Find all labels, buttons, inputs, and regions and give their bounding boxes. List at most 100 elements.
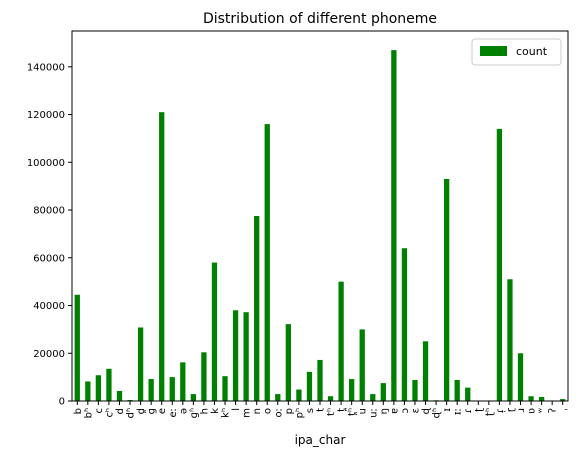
bar (74, 294, 80, 401)
y-tick-label: 20000 (33, 349, 65, 360)
bar (211, 262, 218, 401)
x-tick-label: ɪ (442, 408, 453, 412)
x-tick-label: ʈ (474, 408, 485, 412)
bars-group (74, 50, 566, 401)
bar (201, 352, 207, 401)
x-tick-label: ɔ (400, 408, 411, 414)
x-tick-label: ɾ (463, 408, 474, 413)
x-tick-label: ɪː (453, 408, 464, 415)
bar (444, 179, 450, 401)
bar (180, 362, 186, 401)
x-tick-label: bʱ (83, 408, 94, 418)
y-axis: 0 20000 40000 60000 80000 100000 120000 140000 (27, 62, 72, 408)
x-tick-label: t̪ʰ (347, 408, 358, 416)
x-tick-label: ɾ̩ (495, 408, 506, 413)
y-tick-label: 140000 (27, 62, 65, 73)
x-tick-label: d (115, 408, 126, 414)
x-tick-label: b (73, 408, 84, 414)
x-tick-label: oː (273, 408, 284, 418)
y-tick-label: 100000 (27, 158, 65, 169)
legend-label: count (516, 45, 548, 58)
x-tick-label: ə (178, 408, 189, 414)
x-tick-label: p (284, 408, 295, 414)
x-tick-label: ʔ (548, 408, 559, 413)
bar (85, 381, 91, 401)
bar (380, 383, 386, 401)
bar (560, 399, 566, 401)
x-tick-label: ŋ (379, 408, 390, 414)
x-tick-label: l (231, 408, 242, 411)
bar (222, 376, 228, 401)
bar (106, 368, 112, 401)
x-tick-label: ʈʰ (484, 408, 495, 416)
x-tick-label: t̪ (337, 408, 348, 412)
x-tick-label: eː (168, 408, 179, 418)
plot-frame (71, 30, 569, 402)
x-tick-label: h (199, 408, 210, 414)
x-tick-label: ɡ (147, 408, 158, 414)
bar (454, 379, 460, 401)
bar (285, 324, 291, 401)
x-tick-label: ʷ (537, 408, 548, 413)
bar (370, 394, 376, 401)
legend-swatch (480, 46, 507, 56)
x-tick-label: ʋ (527, 408, 538, 414)
y-tick-label: 80000 (33, 206, 65, 217)
bar (391, 50, 397, 401)
x-tick-label: ɹ (516, 408, 527, 412)
bar (412, 379, 418, 401)
x-axis: b bʱ c cʰ d dʱ d̪ ɡ e eː ə ɡʱ h k kʰ l m n o oː p pʰ s t tʰ t̪ t̪ʰ… (73, 401, 569, 418)
bar (243, 312, 249, 401)
x-tick-label: cʰ (104, 408, 115, 418)
bar (306, 371, 313, 401)
x-tick-label: d̪ (136, 408, 147, 414)
x-tick-label: s (305, 408, 316, 413)
legend-box (471, 38, 562, 66)
bar (327, 396, 334, 401)
bar (422, 341, 429, 401)
bar (169, 377, 175, 401)
legend: count (471, 38, 562, 66)
x-tick-label: ˌ (558, 408, 569, 411)
bar (349, 379, 355, 401)
bar (538, 396, 545, 401)
x-tick-label: tʰ (326, 408, 337, 416)
y-tick-label: 120000 (27, 110, 65, 121)
bar (148, 379, 154, 401)
x-tick-label: ɖ (421, 407, 432, 414)
x-tick-label: ɛ (410, 408, 421, 413)
bar (507, 279, 513, 401)
x-tick-label: u (358, 408, 369, 414)
bar (254, 216, 260, 401)
y-tick-label: 60000 (33, 253, 65, 264)
bar (401, 248, 408, 401)
x-tick-label: e (157, 408, 168, 414)
bar (517, 353, 524, 401)
x-tick-label: uː (368, 408, 379, 418)
bar (95, 375, 102, 401)
bar (137, 327, 144, 401)
bar (465, 387, 471, 401)
bar (317, 359, 323, 401)
y-tick-label: 0 (59, 397, 65, 408)
bar (338, 281, 344, 401)
bar (528, 396, 534, 401)
bar (496, 128, 503, 401)
x-tick-label: t (316, 408, 327, 412)
x-tick-label: ɡʱ (189, 408, 200, 418)
bar (116, 390, 123, 401)
bar (359, 329, 365, 401)
bar (264, 124, 270, 401)
x-tick-label: k (210, 408, 221, 414)
chart-title: Distribution of different phoneme (203, 11, 437, 27)
x-tick-label: m (242, 408, 253, 418)
bar (275, 394, 281, 401)
bar (159, 112, 165, 401)
bar (232, 310, 239, 401)
y-tick-label: 40000 (33, 301, 65, 312)
x-tick-label: ɐ (389, 408, 400, 414)
x-tick-label: c (94, 408, 105, 414)
x-tick-label: pʰ (294, 408, 305, 418)
x-axis-label: ipa_char (295, 433, 346, 447)
